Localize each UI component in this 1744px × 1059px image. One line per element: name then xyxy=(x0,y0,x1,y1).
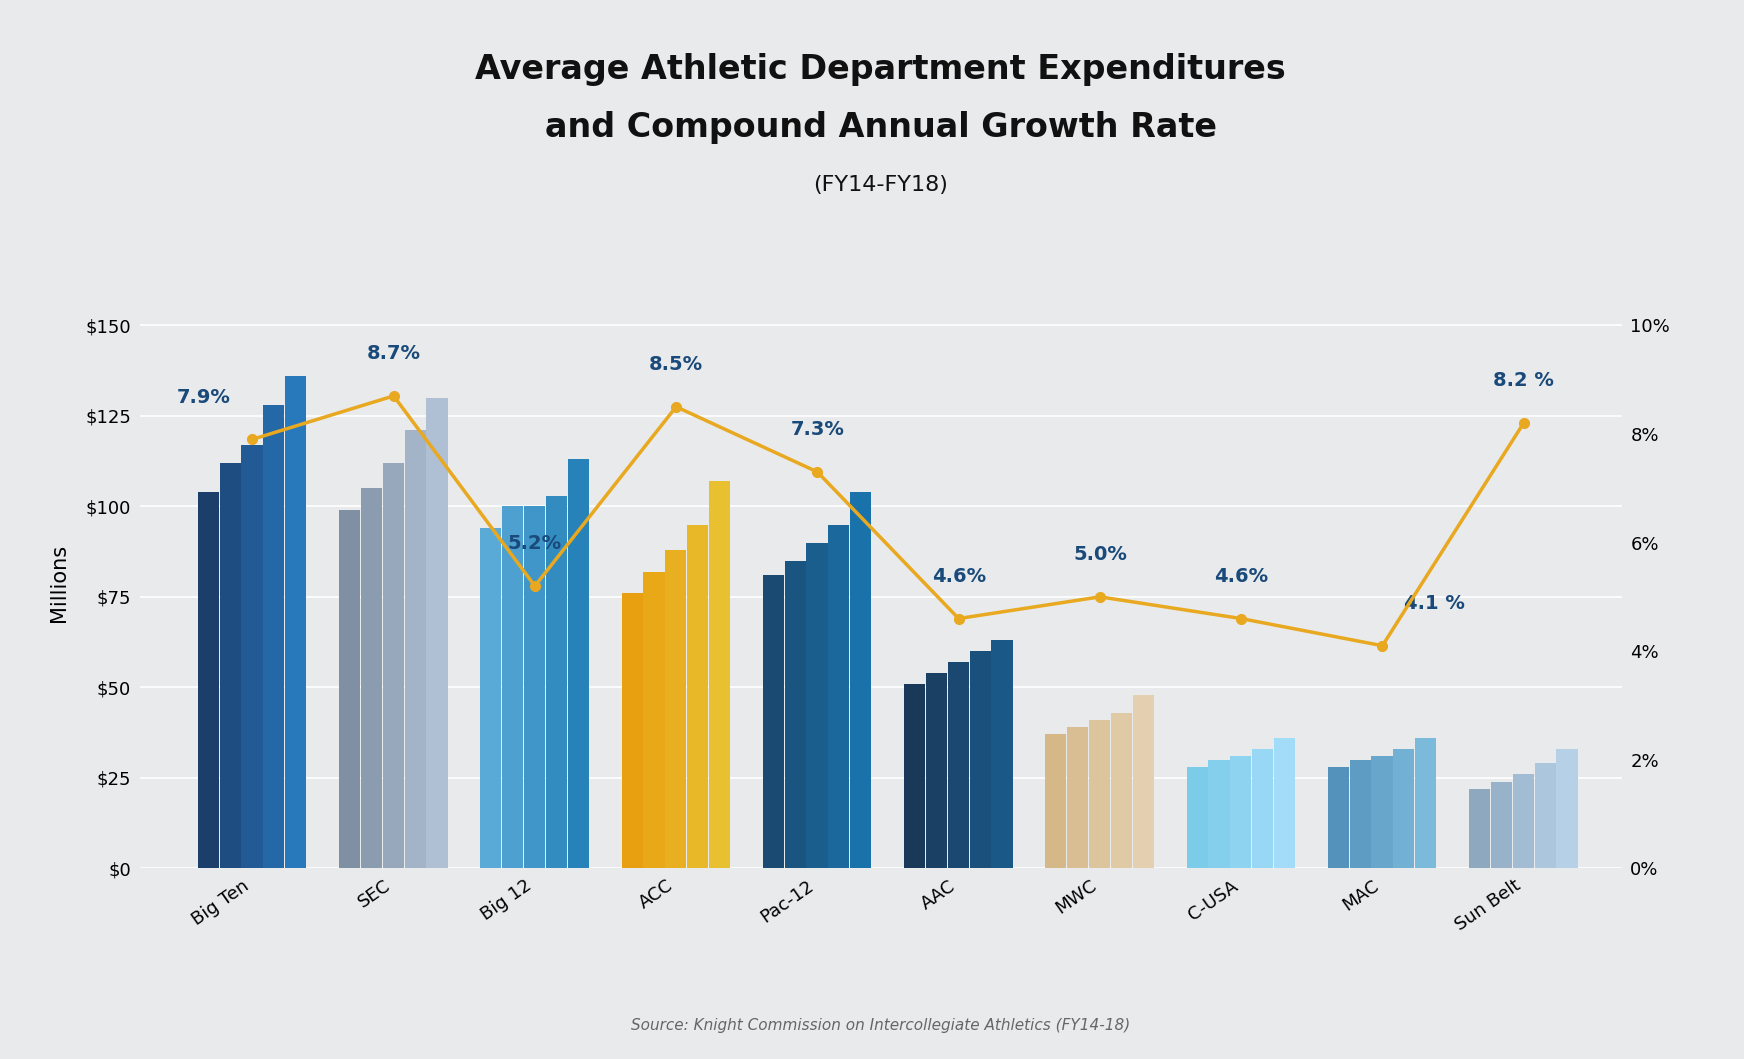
Bar xyxy=(220,463,241,868)
Bar xyxy=(1230,756,1252,868)
Text: 8.2 %: 8.2 % xyxy=(1493,372,1554,391)
Bar xyxy=(1186,767,1207,868)
Bar xyxy=(644,572,664,868)
Bar xyxy=(1045,735,1067,868)
Text: 4.6%: 4.6% xyxy=(1214,567,1268,586)
Bar xyxy=(621,593,644,868)
Bar xyxy=(1273,738,1296,868)
Bar xyxy=(241,445,263,868)
Bar xyxy=(970,651,991,868)
Bar xyxy=(1371,756,1393,868)
Bar xyxy=(502,506,523,868)
Bar xyxy=(1468,789,1489,868)
Y-axis label: Millions: Millions xyxy=(49,543,68,622)
Bar xyxy=(762,575,785,868)
Text: (FY14-FY18): (FY14-FY18) xyxy=(813,175,949,195)
Bar xyxy=(405,430,426,868)
Bar xyxy=(1088,720,1111,868)
Bar xyxy=(687,524,708,868)
Bar xyxy=(806,542,828,868)
Bar xyxy=(1512,774,1535,868)
Bar xyxy=(1327,767,1348,868)
Bar xyxy=(1491,782,1512,868)
Bar xyxy=(523,506,546,868)
Bar xyxy=(338,510,361,868)
Bar xyxy=(947,662,970,868)
Bar xyxy=(1556,749,1578,868)
Bar xyxy=(664,550,687,868)
Bar xyxy=(1414,738,1437,868)
Bar xyxy=(1535,764,1556,868)
Bar xyxy=(1111,713,1132,868)
Text: 5.0%: 5.0% xyxy=(1073,545,1127,564)
Bar xyxy=(1252,749,1273,868)
Bar xyxy=(567,460,589,868)
Bar xyxy=(197,492,220,868)
Text: Average Athletic Department Expenditures: Average Athletic Department Expenditures xyxy=(476,53,1285,86)
Bar xyxy=(849,492,872,868)
Bar xyxy=(1209,759,1230,868)
Bar xyxy=(1132,695,1155,868)
Text: 7.3%: 7.3% xyxy=(790,420,844,439)
Bar xyxy=(785,560,806,868)
Bar xyxy=(708,481,731,868)
Bar xyxy=(284,376,307,868)
Bar xyxy=(546,496,567,868)
Bar xyxy=(361,488,382,868)
Text: 8.5%: 8.5% xyxy=(649,355,703,374)
Bar xyxy=(426,398,448,868)
Bar xyxy=(926,672,947,868)
Bar xyxy=(480,528,502,868)
Bar xyxy=(1067,728,1088,868)
Text: Source: Knight Commission on Intercollegiate Athletics (FY14-18): Source: Knight Commission on Intercolleg… xyxy=(631,1018,1130,1033)
Text: 4.6%: 4.6% xyxy=(931,567,985,586)
Bar xyxy=(1393,749,1414,868)
Bar xyxy=(1350,759,1371,868)
Bar xyxy=(382,463,405,868)
Text: 8.7%: 8.7% xyxy=(366,344,420,363)
Bar xyxy=(903,684,926,868)
Bar xyxy=(991,641,1013,868)
Text: 5.2%: 5.2% xyxy=(508,535,562,554)
Text: 4.1 %: 4.1 % xyxy=(1404,594,1465,613)
Text: 7.9%: 7.9% xyxy=(176,388,230,407)
Text: and Compound Annual Growth Rate: and Compound Annual Growth Rate xyxy=(544,111,1217,144)
Bar xyxy=(263,406,284,868)
Bar xyxy=(828,524,849,868)
